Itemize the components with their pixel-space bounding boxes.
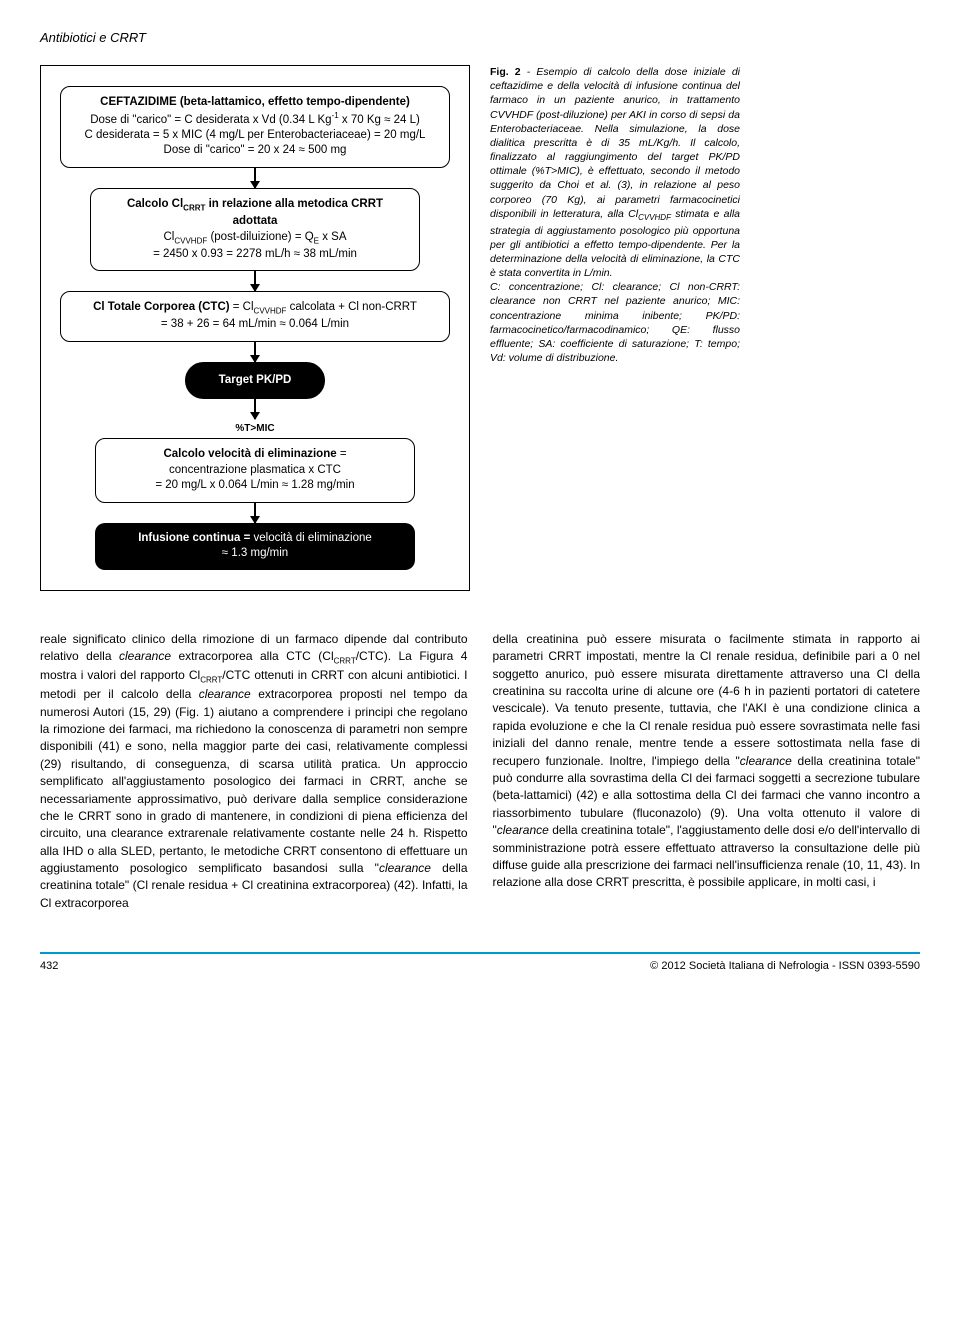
- node1-line2: Dose di "carico" = C desiderata x Vd (0.…: [73, 111, 437, 128]
- flowchart-node-5: Calcolo velocità di eliminazione = conce…: [95, 438, 415, 503]
- arrow-4: [254, 399, 256, 419]
- flowchart-node-3: Cl Totale Corporea (CTC) = ClCVVHDF calc…: [60, 291, 450, 342]
- arrow-3: [254, 342, 256, 362]
- node6-line2: ≈ 1.3 mg/min: [107, 546, 403, 562]
- page-number: 432: [40, 960, 58, 972]
- node6-line1: Infusione continua = velocità di elimina…: [107, 531, 403, 547]
- node5-line1: Calcolo velocità di eliminazione =: [108, 447, 402, 463]
- arrow-label-mic: %T>MIC: [56, 423, 454, 434]
- node3-line2: = 38 + 26 = 64 mL/min ≈ 0.064 L/min: [73, 317, 437, 333]
- caption-label: Fig. 2: [490, 66, 521, 78]
- flowchart-node-6: Infusione continua = velocità di elimina…: [95, 523, 415, 570]
- column-right: della creatinina può essere misurata o f…: [493, 631, 921, 912]
- running-header: Antibiotici e CRRT: [40, 30, 920, 45]
- copyright: © 2012 Società Italiana di Nefrologia - …: [650, 960, 920, 972]
- caption-text: - Esempio di calcolo della dose iniziale…: [490, 66, 740, 279]
- node2-line1: Calcolo ClCRRT in relazione alla metodic…: [103, 197, 407, 230]
- arrow-1: [254, 168, 256, 188]
- figure-2: CEFTAZIDIME (beta-lattamico, effetto tem…: [40, 65, 920, 591]
- node5-line2: concentrazione plasmatica x CTC: [108, 463, 402, 479]
- node1-line3: C desiderata = 5 x MIC (4 mg/L per Enter…: [73, 128, 437, 144]
- node3-line1: Cl Totale Corporea (CTC) = ClCVVHDF calc…: [73, 300, 437, 317]
- node1-title: CEFTAZIDIME (beta-lattamico, effetto tem…: [73, 95, 437, 111]
- node5-line3: = 20 mg/L x 0.064 L/min ≈ 1.28 mg/min: [108, 478, 402, 494]
- body-columns: reale significato clinico della rimozion…: [40, 631, 920, 912]
- node1-line4: Dose di "carico" = 20 x 24 ≈ 500 mg: [73, 143, 437, 159]
- arrow-5: [254, 503, 256, 523]
- page-footer: 432 © 2012 Società Italiana di Nefrologi…: [40, 952, 920, 972]
- node2-line3: = 2450 x 0.93 = 2278 mL/h ≈ 38 mL/min: [103, 247, 407, 263]
- flowchart-node-2: Calcolo ClCRRT in relazione alla metodic…: [90, 188, 420, 271]
- flowchart-node-target: Target PK/PD: [185, 362, 325, 400]
- node2-line2: ClCVVHDF (post-diluizione) = QE x SA: [103, 230, 407, 247]
- column-left: reale significato clinico della rimozion…: [40, 631, 468, 912]
- flowchart: CEFTAZIDIME (beta-lattamico, effetto tem…: [40, 65, 470, 591]
- caption-abbr: C: concentrazione; Cl: clearance; Cl non…: [490, 281, 740, 364]
- arrow-2: [254, 271, 256, 291]
- flowchart-node-1: CEFTAZIDIME (beta-lattamico, effetto tem…: [60, 86, 450, 168]
- figure-caption: Fig. 2 - Esempio di calcolo della dose i…: [490, 65, 740, 591]
